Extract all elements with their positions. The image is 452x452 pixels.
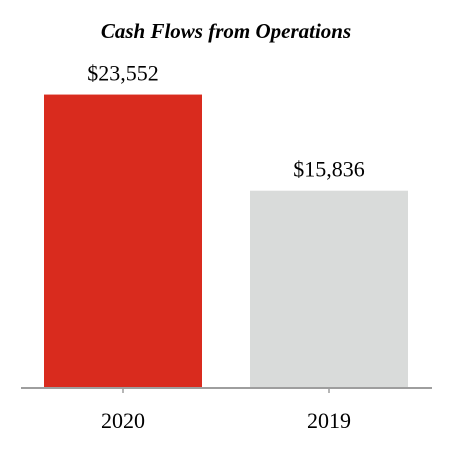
data-label-2020: $23,552: [87, 61, 159, 86]
chart-title: Cash Flows from Operations: [101, 19, 351, 43]
bar-2019: [250, 190, 408, 388]
x-tick-label-2019: 2019: [307, 408, 351, 433]
plot-area: $23,552 2020 $15,836 2019: [21, 61, 432, 433]
x-tick-label-2020: 2020: [101, 408, 145, 433]
data-label-2019: $15,836: [293, 157, 365, 182]
bar-2020: [44, 94, 202, 388]
